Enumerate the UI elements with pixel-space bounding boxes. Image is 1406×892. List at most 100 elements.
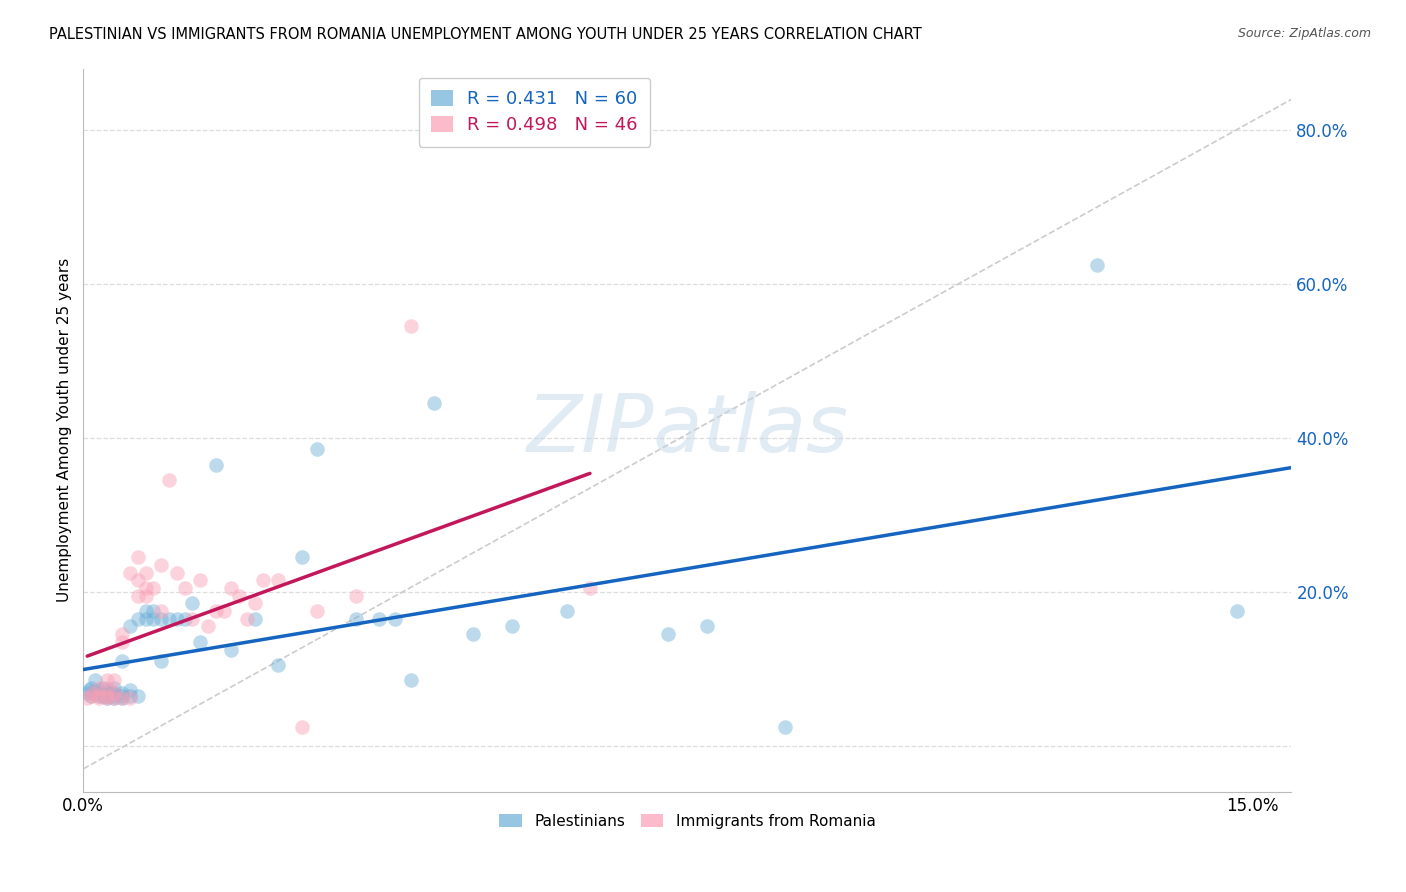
Point — [120, 619, 142, 633]
Text: PALESTINIAN VS IMMIGRANTS FROM ROMANIA UNEMPLOYMENT AMONG YOUTH UNDER 25 YEARS C: PALESTINIAN VS IMMIGRANTS FROM ROMANIA U… — [49, 27, 922, 42]
Point — [135, 566, 157, 580]
Point — [91, 689, 114, 703]
Point — [150, 612, 173, 626]
Point — [290, 550, 312, 565]
Point — [423, 396, 446, 410]
Point — [773, 720, 796, 734]
Point — [127, 574, 149, 588]
Point — [657, 627, 679, 641]
Point — [127, 689, 149, 703]
Point — [344, 612, 367, 626]
Point — [150, 604, 173, 618]
Point — [307, 604, 329, 618]
Point — [103, 681, 125, 695]
Y-axis label: Unemployment Among Youth under 25 years: Unemployment Among Youth under 25 years — [58, 258, 72, 602]
Point — [188, 635, 211, 649]
Point — [96, 683, 118, 698]
Point — [120, 691, 142, 706]
Point — [111, 689, 134, 703]
Point — [399, 673, 422, 688]
Point — [84, 685, 107, 699]
Point — [142, 604, 165, 618]
Point — [461, 627, 484, 641]
Point — [111, 691, 134, 706]
Point — [344, 589, 367, 603]
Point — [96, 691, 118, 706]
Point — [157, 473, 180, 487]
Point — [120, 566, 142, 580]
Point — [188, 574, 211, 588]
Point — [368, 612, 391, 626]
Point — [120, 683, 142, 698]
Point — [150, 558, 173, 572]
Point — [135, 589, 157, 603]
Point — [87, 689, 110, 703]
Point — [267, 657, 290, 672]
Point — [87, 683, 110, 698]
Point — [103, 686, 125, 700]
Point — [80, 689, 103, 703]
Legend: Palestinians, Immigrants from Romania: Palestinians, Immigrants from Romania — [494, 807, 882, 835]
Point — [173, 581, 195, 595]
Point — [96, 689, 118, 703]
Point — [96, 689, 118, 703]
Text: Source: ZipAtlas.com: Source: ZipAtlas.com — [1237, 27, 1371, 40]
Point — [204, 458, 226, 472]
Point — [111, 691, 134, 706]
Point — [111, 654, 134, 668]
Point — [150, 654, 173, 668]
Point — [243, 612, 266, 626]
Point — [157, 612, 180, 626]
Point — [142, 581, 165, 595]
Point — [80, 689, 103, 703]
Point — [96, 691, 118, 706]
Point — [80, 681, 103, 695]
Point — [166, 566, 188, 580]
Point — [555, 604, 578, 618]
Text: ZIPatlas: ZIPatlas — [526, 392, 848, 469]
Point — [221, 581, 243, 595]
Point — [290, 720, 312, 734]
Point — [181, 612, 204, 626]
Point — [103, 691, 125, 706]
Point — [87, 681, 110, 695]
Point — [87, 691, 110, 706]
Point — [127, 550, 149, 565]
Point — [91, 681, 114, 695]
Point — [103, 673, 125, 688]
Point — [127, 589, 149, 603]
Point — [87, 689, 110, 703]
Point — [87, 686, 110, 700]
Point — [103, 686, 125, 700]
Point — [221, 642, 243, 657]
Point — [197, 619, 219, 633]
Point — [127, 612, 149, 626]
Point — [100, 686, 122, 700]
Point — [1085, 258, 1108, 272]
Point — [84, 673, 107, 688]
Point — [103, 689, 125, 703]
Point — [1226, 604, 1249, 618]
Point — [135, 612, 157, 626]
Point — [103, 691, 125, 706]
Point — [181, 596, 204, 610]
Point — [501, 619, 523, 633]
Point — [228, 589, 250, 603]
Point — [82, 686, 104, 700]
Point — [111, 627, 134, 641]
Point — [82, 686, 104, 700]
Point — [579, 581, 602, 595]
Point — [111, 635, 134, 649]
Point — [307, 442, 329, 457]
Point — [135, 604, 157, 618]
Point — [243, 596, 266, 610]
Point — [696, 619, 718, 633]
Point — [267, 574, 290, 588]
Point — [252, 574, 274, 588]
Point — [111, 686, 134, 700]
Point — [399, 319, 422, 334]
Point — [96, 681, 118, 695]
Point — [384, 612, 406, 626]
Point — [142, 612, 165, 626]
Point — [77, 683, 100, 698]
